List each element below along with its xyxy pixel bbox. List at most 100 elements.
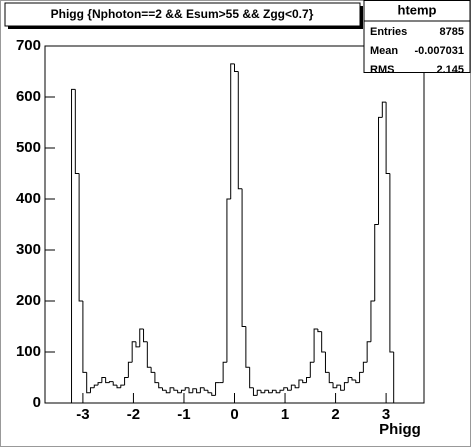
x-tick-label: -1	[177, 406, 190, 423]
histogram-bin	[306, 377, 311, 383]
histogram-bin	[347, 377, 352, 383]
histogram-bin	[108, 381, 114, 383]
histogram-bin	[161, 387, 167, 391]
histogram-bin	[340, 385, 345, 391]
histogram-bin	[78, 173, 83, 302]
x-tick-label: 3	[382, 406, 390, 423]
stats-label: RMS	[370, 64, 394, 76]
histogram-bin	[207, 390, 212, 394]
histogram-bin	[154, 372, 159, 384]
histogram-bin	[93, 384, 99, 388]
histogram-bin	[298, 379, 303, 388]
y-tick-label: 400	[16, 190, 41, 207]
histogram-bin	[89, 387, 95, 393]
y-tick-label: 0	[33, 394, 41, 411]
histogram-bin	[192, 388, 197, 393]
x-tick-label: 2	[331, 406, 339, 423]
y-tick-label: 100	[16, 343, 41, 360]
histogram-bin	[393, 352, 398, 404]
histogram-bin	[249, 367, 254, 389]
histogram-bin	[389, 173, 394, 353]
histogram-bin	[294, 385, 299, 389]
x-tick-label: -2	[127, 406, 140, 423]
histogram-bin	[324, 352, 330, 373]
histogram-bin	[86, 372, 91, 394]
histogram-bin	[313, 328, 318, 363]
x-tick-label: 1	[281, 406, 289, 423]
histogram-bin	[135, 341, 140, 348]
plot-frame	[44, 45, 425, 404]
histogram-bin	[215, 382, 220, 396]
x-tick-label: 0	[230, 406, 238, 423]
histogram-bin	[101, 377, 106, 383]
histogram-bin	[173, 387, 178, 391]
histogram-bin	[71, 88, 76, 403]
histogram-bin	[332, 382, 337, 389]
histogram-bin	[199, 387, 205, 393]
y-tick-label: 500	[16, 139, 41, 156]
histogram-bin	[252, 387, 258, 396]
histogram-bin	[370, 300, 375, 342]
histogram-bin	[82, 301, 87, 373]
histogram-bin	[336, 384, 341, 388]
histogram-bin	[184, 387, 190, 391]
y-tick-label: 300	[16, 241, 41, 258]
histogram-bin	[116, 385, 121, 389]
histogram-bin	[385, 102, 390, 174]
histogram-bin	[188, 387, 193, 394]
histogram-bin	[328, 372, 334, 384]
histogram-bin	[158, 382, 163, 389]
histogram-bin	[366, 341, 371, 363]
histogram-bin	[264, 389, 269, 393]
histogram-bin	[139, 328, 144, 347]
histogram-bin	[222, 361, 227, 383]
histogram-bin	[287, 387, 292, 391]
histogram-bin	[127, 361, 133, 378]
stats-label: Mean	[370, 45, 398, 57]
histogram-bin	[211, 392, 216, 396]
y-tick-label: 600	[16, 88, 41, 105]
histogram-bin	[230, 63, 235, 199]
histogram-bin	[234, 63, 239, 72]
histogram-bin	[351, 377, 356, 381]
stats-label: Entries	[370, 26, 407, 38]
y-tick-label: 700	[16, 37, 41, 54]
histogram-bin	[321, 331, 326, 353]
histogram-bin	[97, 382, 102, 386]
histogram-bin	[279, 389, 284, 393]
histogram-bin	[374, 224, 379, 301]
histogram-bin	[143, 329, 148, 343]
histogram-bin	[317, 329, 322, 333]
histogram-bin	[237, 71, 243, 190]
histogram-bin	[362, 361, 368, 373]
histogram-bin	[120, 384, 125, 388]
histogram-bin	[226, 198, 231, 363]
histogram-bin	[378, 116, 383, 225]
histogram-bin	[74, 89, 80, 174]
histogram-bin	[359, 371, 364, 383]
histogram-bin	[271, 389, 277, 393]
histogram-bin	[165, 390, 171, 394]
y-tick-label: 200	[16, 292, 41, 309]
x-tick-label: -3	[76, 406, 89, 423]
x-axis-label: Phigg	[379, 421, 421, 438]
title-box	[4, 2, 361, 27]
histogram-bin	[355, 380, 360, 384]
stats-value: 2.145	[436, 64, 464, 76]
histogram-bin	[131, 341, 136, 363]
histogram-bin	[150, 367, 155, 373]
stats-value: 8785	[440, 26, 464, 38]
histogram-bin	[177, 390, 182, 394]
histogram-bin	[203, 387, 208, 391]
chart-title: Phigg {Nphoton==2 && Esum>55 && Zgg<0.7}	[51, 7, 314, 21]
histogram-bin	[283, 387, 288, 391]
histogram-bin	[343, 382, 349, 391]
histogram-bin	[290, 384, 296, 391]
stats-title: htemp	[398, 2, 437, 17]
histogram-bin	[169, 387, 174, 393]
histogram-bin	[309, 361, 315, 378]
stats-value: -0.007031	[414, 45, 464, 57]
histogram-bin	[124, 377, 129, 386]
histogram-bin	[302, 380, 307, 384]
